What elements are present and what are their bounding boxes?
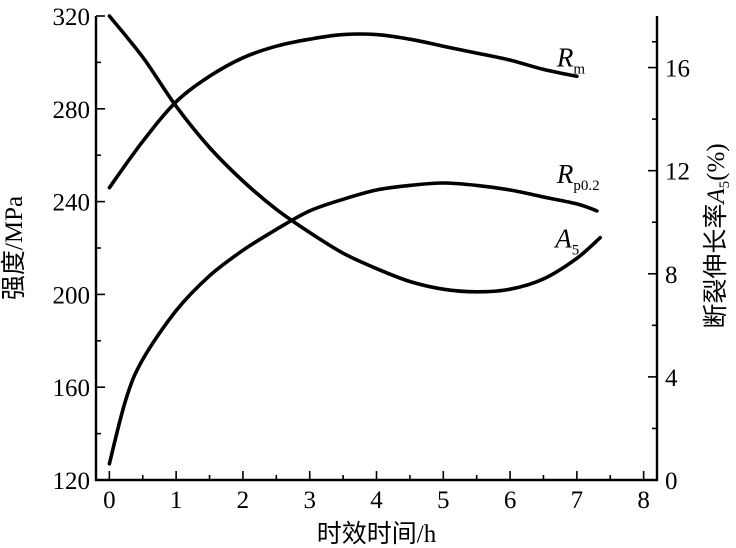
series-lines [107, 14, 602, 466]
x-tick-label: 6 [504, 487, 517, 514]
x-tick-label: 2 [237, 487, 250, 514]
series-label-Rm: Rm [556, 42, 586, 77]
y-right-tick-label: 4 [665, 365, 678, 392]
y-left-tick-label: 120 [53, 468, 91, 495]
y-axis-left-title: 强度/MPa [0, 196, 28, 300]
y-left-tick-label: 240 [53, 190, 91, 217]
series-label-Rp02: Rp0.2 [556, 159, 600, 194]
y-right-tick-label: 16 [665, 56, 690, 83]
y-right-tick-label: 8 [665, 262, 678, 289]
x-tick-label: 8 [637, 487, 650, 514]
y-left-tick-label: 320 [53, 4, 91, 31]
y-left-tick-label: 200 [53, 282, 91, 309]
x-tick-label: 7 [571, 487, 584, 514]
x-axis-title: 时效时间/h [317, 520, 437, 548]
y-right-tick-label: 0 [665, 468, 678, 495]
series-line-A5 [107, 14, 602, 294]
series-labels: Rm Rp0.2 A5 [553, 42, 599, 258]
y-right-title-prefix: 断裂伸长率 [702, 204, 730, 329]
x-tick-label: 3 [303, 487, 316, 514]
y-left-tick-label: 280 [53, 97, 91, 124]
x-tick-label: 0 [103, 487, 116, 514]
y-right-tick-label: 12 [665, 159, 690, 186]
y-right-title-subscript: 5 [717, 181, 733, 189]
x-tick-label: 1 [170, 487, 183, 514]
series-label-A5: A5 [553, 224, 579, 259]
y-right-title-symbol: A [703, 188, 730, 206]
y-right-title-suffix: (%) [703, 143, 730, 180]
x-tick-label: 4 [370, 487, 383, 514]
y-left-tick-label: 160 [53, 375, 91, 402]
x-tick-label: 5 [437, 487, 450, 514]
y-axis-right-title: 断裂伸长率A5(%) [702, 143, 733, 328]
series-line-Rm [107, 32, 579, 190]
series-line-Rp02 [107, 181, 599, 466]
